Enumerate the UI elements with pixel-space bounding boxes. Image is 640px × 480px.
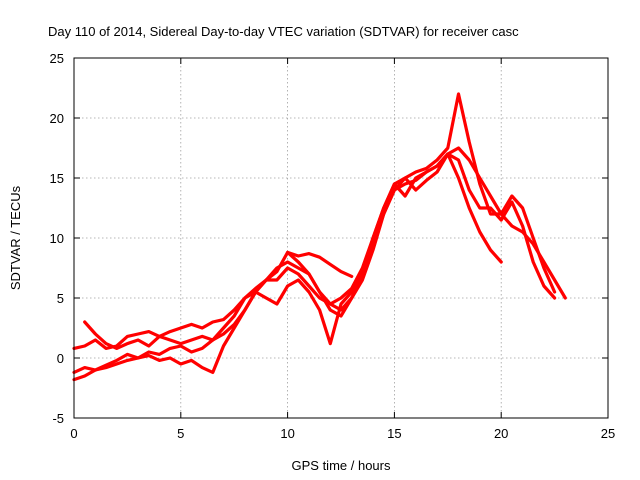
y-tick-label: -5 [52,411,64,426]
y-tick-label: 20 [50,111,64,126]
series-line-track-d [72,152,557,382]
series-line-track-b [72,152,503,374]
x-tick-label: 10 [280,426,294,441]
x-tick-label: 5 [177,426,184,441]
y-tick-label: 10 [50,231,64,246]
y-tick-label: 0 [57,351,64,366]
series-line-track-e [286,146,567,312]
x-tick-label: 20 [494,426,508,441]
y-tick-label: 15 [50,171,64,186]
y-axis-label: SDTVAR / TECUs [8,185,23,290]
series-group [72,92,567,382]
x-axis-label: GPS time / hours [292,458,391,473]
series-line-track-a [72,250,354,350]
x-tick-label: 25 [601,426,615,441]
x-tick-label: 15 [387,426,401,441]
chart-title: Day 110 of 2014, Sidereal Day-to-day VTE… [48,24,519,39]
y-tick-label: 5 [57,291,64,306]
x-tick-label: 0 [70,426,77,441]
tick-labels: 0 5 10 15 20 25 -5 0 5 10 15 20 25 [50,51,616,441]
y-tick-label: 25 [50,51,64,66]
axis-ticks [73,57,609,419]
